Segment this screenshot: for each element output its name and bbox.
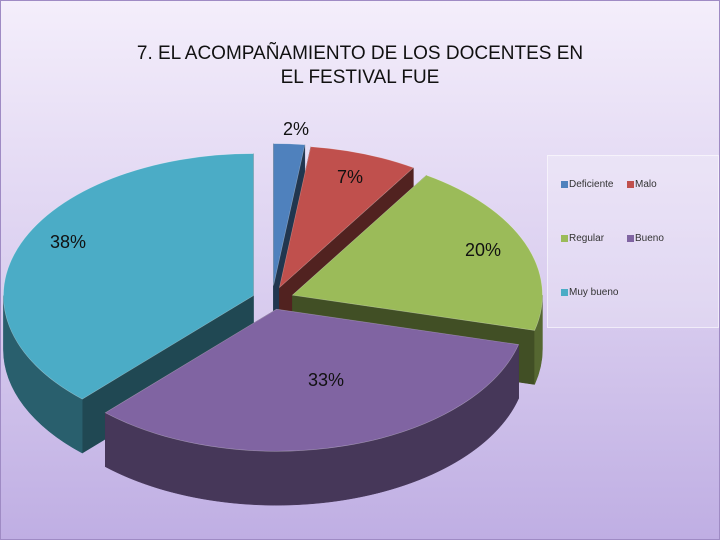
data-label-malo: 7%	[337, 167, 363, 187]
legend-item-regular: Regular	[561, 233, 604, 244]
legend-item-malo: Malo	[627, 179, 657, 190]
legend-item-deficiente: Deficiente	[561, 179, 613, 190]
legend-item-muy-bueno: Muy bueno	[561, 287, 618, 298]
data-label-muy-bueno: 38%	[50, 232, 86, 252]
data-label-deficiente: 2%	[283, 119, 309, 139]
legend-swatch	[561, 180, 568, 188]
legend-swatch	[627, 234, 634, 242]
legend-label: Muy bueno	[569, 287, 619, 298]
legend-label: Deficiente	[569, 179, 614, 190]
data-label-bueno: 33%	[308, 370, 344, 390]
chart-legend: Deficiente Malo Regular Bueno Muy bueno	[547, 155, 719, 328]
legend-swatch	[561, 288, 568, 296]
data-label-regular: 20%	[465, 240, 501, 260]
legend-label: Bueno	[635, 233, 664, 244]
legend-item-bueno: Bueno	[627, 233, 664, 244]
legend-swatch	[627, 180, 634, 188]
bueno-slice	[104, 308, 520, 452]
malo-slice	[278, 146, 414, 289]
muy-bueno-slice	[3, 153, 254, 400]
regular-slice	[291, 174, 543, 331]
legend-label: Malo	[635, 179, 657, 190]
deficiente-slice	[273, 143, 306, 286]
legend-label: Regular	[569, 233, 605, 244]
legend-swatch	[561, 234, 568, 242]
chart-title: 7. EL ACOMPAÑAMIENTO DE LOS DOCENTES EN …	[136, 43, 584, 88]
